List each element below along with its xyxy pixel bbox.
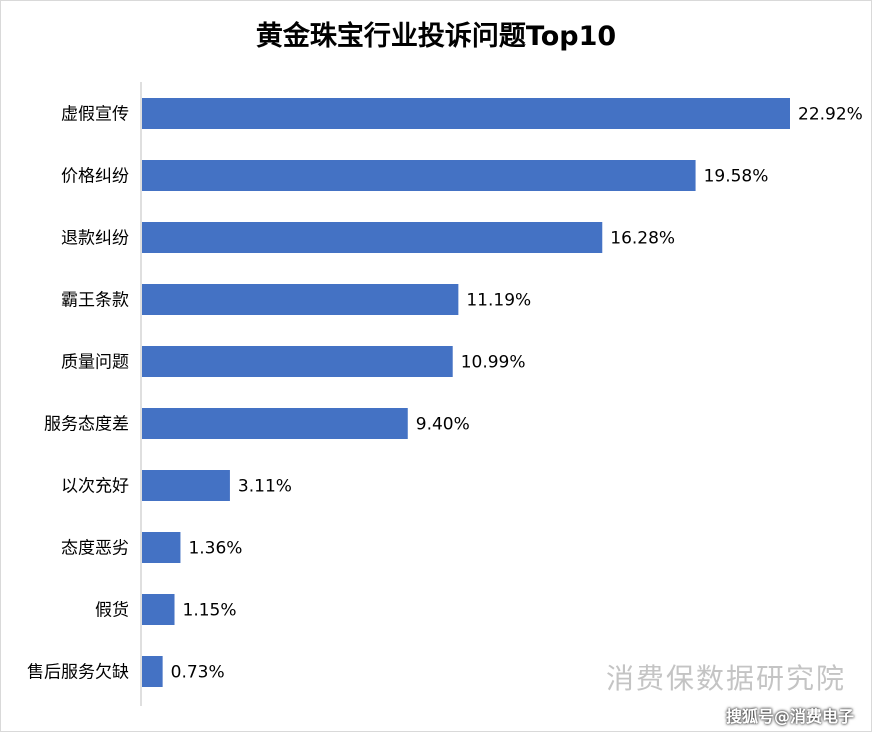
bar: [142, 346, 453, 377]
data-label: 1.36%: [188, 539, 242, 559]
category-label: 态度恶劣: [61, 539, 129, 559]
data-label: 19.58%: [704, 167, 769, 187]
category-label: 假货: [95, 601, 129, 621]
category-label: 退款纠纷: [61, 229, 129, 249]
category-label: 售后服务欠缺: [27, 663, 129, 683]
data-label: 16.28%: [610, 229, 675, 249]
bar: [142, 98, 790, 129]
data-label: 22.92%: [798, 105, 863, 125]
bar: [142, 656, 163, 687]
watermark: 消费保数据研究院: [605, 662, 846, 695]
category-label: 虚假宣传: [61, 105, 129, 125]
data-label: 3.11%: [238, 477, 292, 497]
category-label: 以次充好: [61, 477, 129, 497]
data-label: 1.15%: [183, 601, 237, 621]
bar: [142, 470, 230, 501]
category-label: 质量问题: [61, 353, 129, 373]
bar: [142, 408, 408, 439]
data-label: 9.40%: [416, 415, 470, 435]
bar: [142, 222, 603, 253]
bar: [142, 160, 696, 191]
bar: [142, 532, 181, 563]
bar: [142, 284, 459, 315]
category-label: 服务态度差: [44, 415, 129, 435]
chart-title: 黄金珠宝行业投诉问题Top10: [255, 21, 617, 52]
data-label: 10.99%: [461, 353, 526, 373]
source-credit: 搜狐号@消费电子: [725, 707, 854, 726]
bar: [142, 594, 175, 625]
data-label: 11.19%: [466, 291, 531, 311]
category-label: 价格纠纷: [61, 167, 129, 187]
data-label: 0.73%: [171, 663, 225, 683]
category-label: 霸王条款: [61, 291, 129, 311]
